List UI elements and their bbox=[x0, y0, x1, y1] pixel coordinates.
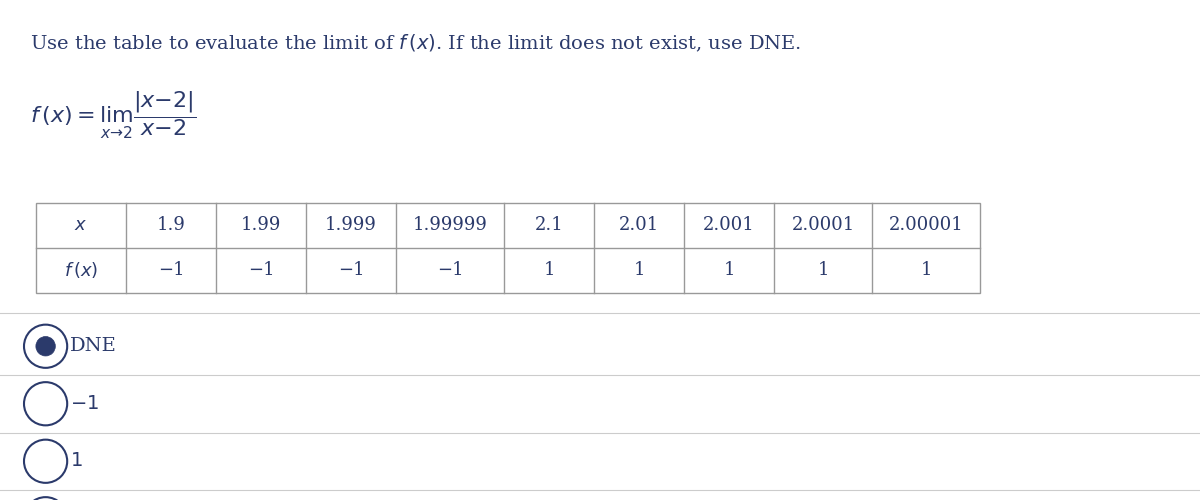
Text: −1: −1 bbox=[437, 261, 463, 279]
Bar bbox=[36, 202, 980, 292]
Text: 1.99: 1.99 bbox=[241, 216, 281, 234]
Text: −1: −1 bbox=[337, 261, 365, 279]
Ellipse shape bbox=[36, 336, 55, 356]
Text: $-1$: $-1$ bbox=[70, 395, 98, 413]
Text: 1: 1 bbox=[920, 261, 932, 279]
Text: 2.1: 2.1 bbox=[535, 216, 563, 234]
Text: 1: 1 bbox=[634, 261, 644, 279]
Text: 1: 1 bbox=[544, 261, 554, 279]
Text: Use the table to evaluate the limit of $f\,(x)$. If the limit does not exist, us: Use the table to evaluate the limit of $… bbox=[30, 32, 802, 54]
Text: DNE: DNE bbox=[70, 337, 116, 355]
Text: $x$: $x$ bbox=[74, 216, 88, 234]
Text: 2.001: 2.001 bbox=[703, 216, 755, 234]
Text: 1.9: 1.9 bbox=[156, 216, 186, 234]
Text: $1$: $1$ bbox=[70, 452, 83, 470]
Text: 1: 1 bbox=[724, 261, 734, 279]
Text: 1.99999: 1.99999 bbox=[413, 216, 487, 234]
Text: 2.01: 2.01 bbox=[619, 216, 659, 234]
Text: 1.999: 1.999 bbox=[325, 216, 377, 234]
Text: $f\,(x) = \lim_{x \to 2} \dfrac{|x-2|}{x-2}$: $f\,(x) = \lim_{x \to 2} \dfrac{|x-2|}{x… bbox=[30, 90, 197, 141]
Text: 2.00001: 2.00001 bbox=[889, 216, 964, 234]
Text: −1: −1 bbox=[157, 261, 185, 279]
Text: $f\,(x)$: $f\,(x)$ bbox=[64, 260, 98, 280]
Text: 2.0001: 2.0001 bbox=[792, 216, 854, 234]
Text: 1: 1 bbox=[817, 261, 829, 279]
Text: −1: −1 bbox=[247, 261, 275, 279]
